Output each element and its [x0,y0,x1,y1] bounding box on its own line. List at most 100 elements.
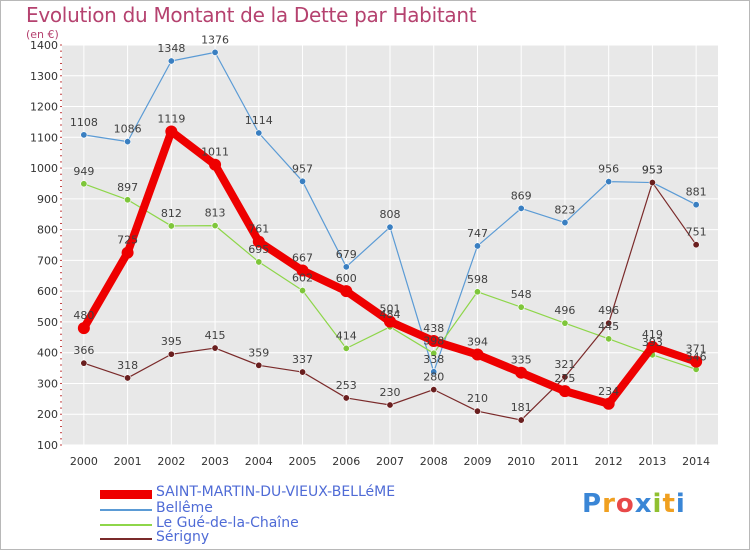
data-label: 598 [467,273,488,286]
series-group [77,48,703,424]
x-tick-label: 2012 [595,455,623,468]
legend-label: Bellême [156,500,213,516]
data-label: 318 [117,359,138,372]
data-label: 496 [598,304,619,317]
data-label: 881 [686,186,707,199]
data-point [165,125,178,138]
data-label: 957 [292,162,313,175]
data-point [167,222,175,230]
data-point [167,350,175,358]
data-label: 667 [292,252,313,265]
data-point [427,335,440,347]
data-label: 337 [292,353,313,366]
data-label: 679 [336,248,357,261]
x-tick-label: 2001 [114,455,142,468]
data-point [255,129,263,137]
x-tick-label: 2000 [70,455,98,468]
data-label: 761 [248,223,269,236]
data-point [646,340,659,353]
data-label: 280 [423,371,444,384]
chart-title: Evolution du Montant de la Dette par Hab… [26,3,477,27]
data-point [605,319,613,327]
data-label: 445 [598,320,619,333]
data-point [692,241,700,249]
x-tick-label: 2008 [420,455,448,468]
legend-label: Sérigny [156,529,210,545]
data-label: 371 [686,343,707,356]
data-point [558,385,571,398]
y-tick-label: 1400 [30,39,58,52]
data-label: 1108 [70,116,98,129]
data-label: 395 [161,335,182,348]
data-point [342,263,350,271]
data-point [690,355,703,368]
data-label: 751 [686,226,707,239]
data-label: 414 [336,329,357,342]
data-point [211,48,219,56]
data-point [124,374,132,382]
data-label: 398 [423,334,444,347]
data-label: 725 [117,234,138,247]
data-point [121,246,134,259]
data-label: 1119 [157,112,185,125]
data-label: 1114 [245,114,273,127]
data-point [299,368,307,376]
data-label: 230 [380,386,401,399]
data-point [430,349,438,357]
data-labels-group: 1108 1086 1348 1376 1114 957 679 808 338 747 869 82… [70,33,707,414]
data-point [386,223,394,231]
data-label: 234 [598,385,619,398]
data-label: 253 [336,379,357,392]
data-point [77,322,90,335]
legend-swatch [100,524,152,526]
data-point [605,335,613,343]
data-point [211,222,219,230]
y-tick-label: 700 [37,254,58,267]
data-point [167,57,175,65]
y-tick-label: 900 [37,193,58,206]
data-point [299,287,307,295]
logo-letter: P [582,489,603,519]
y-tick-label: 1100 [30,131,58,144]
x-tick-label: 2004 [245,455,273,468]
data-label: 321 [554,358,575,371]
data-label: 823 [554,204,575,217]
data-label: 480 [73,309,94,322]
data-point [473,242,481,250]
data-point [602,397,615,410]
x-tick-label: 2003 [201,455,229,468]
logo-letter: x [634,489,653,519]
y-tick-label: 200 [37,408,58,421]
data-label: 419 [642,328,663,341]
x-tick-label: 2013 [638,455,666,468]
data-point [342,344,350,352]
logo-letter: o [615,489,635,519]
data-point [211,344,219,352]
data-point [692,201,700,209]
data-label: 602 [292,272,313,285]
y-tick-label: 300 [37,377,58,390]
data-point [252,235,265,248]
chart-subtitle: (en €) [26,28,59,41]
data-point [296,264,309,277]
proxiti-logo: Proxiti [582,489,686,519]
data-point [80,359,88,367]
data-label: 501 [380,303,401,316]
data-label: 484 [380,308,401,321]
logo-letter: i [652,489,663,519]
data-point [471,348,484,361]
legend-swatch [100,538,152,540]
y-tick-label: 100 [37,439,58,452]
legend-label: Le Gué-de-la-Chaîne [156,515,299,531]
data-point [517,416,525,424]
y-tick-label: 500 [37,316,58,329]
data-label: 335 [511,354,532,367]
data-label: 496 [554,304,575,317]
data-label: 1086 [114,123,142,136]
logo-letter: t [662,489,676,519]
y-tick-label: 1300 [30,70,58,83]
x-tick-label: 2002 [157,455,185,468]
data-point [473,407,481,415]
data-label: 366 [73,344,94,357]
